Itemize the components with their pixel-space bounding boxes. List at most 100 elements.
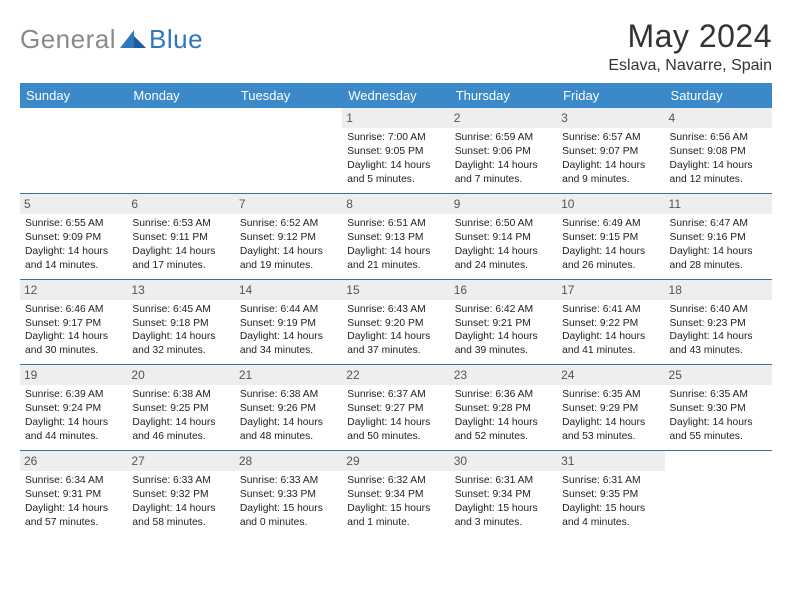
sunset-text: Sunset: 9:31 PM	[25, 488, 122, 502]
sunrise-text: Sunrise: 6:53 AM	[132, 217, 229, 231]
sunrise-text: Sunrise: 6:56 AM	[670, 131, 767, 145]
day1-text: Daylight: 14 hours	[670, 245, 767, 259]
day1-text: Daylight: 14 hours	[240, 416, 337, 430]
day2-text: and 39 minutes.	[455, 344, 552, 358]
day1-text: Daylight: 14 hours	[132, 245, 229, 259]
sunset-text: Sunset: 9:07 PM	[562, 145, 659, 159]
day1-text: Daylight: 14 hours	[562, 416, 659, 430]
day1-text: Daylight: 15 hours	[562, 502, 659, 516]
sunrise-text: Sunrise: 6:47 AM	[670, 217, 767, 231]
calendar-body: 1Sunrise: 7:00 AMSunset: 9:05 PMDaylight…	[20, 108, 772, 536]
day2-text: and 9 minutes.	[562, 173, 659, 187]
sunrise-text: Sunrise: 6:57 AM	[562, 131, 659, 145]
day2-text: and 53 minutes.	[562, 430, 659, 444]
day-number: 9	[450, 194, 557, 214]
day1-text: Daylight: 14 hours	[347, 330, 444, 344]
day1-text: Daylight: 14 hours	[562, 330, 659, 344]
sunset-text: Sunset: 9:23 PM	[670, 317, 767, 331]
day-number: 20	[127, 365, 234, 385]
day1-text: Daylight: 14 hours	[347, 245, 444, 259]
sunset-text: Sunset: 9:19 PM	[240, 317, 337, 331]
day-number: 14	[235, 280, 342, 300]
sunset-text: Sunset: 9:27 PM	[347, 402, 444, 416]
day-number: 27	[127, 451, 234, 471]
day1-text: Daylight: 14 hours	[670, 159, 767, 173]
sunset-text: Sunset: 9:29 PM	[562, 402, 659, 416]
day1-text: Daylight: 14 hours	[455, 245, 552, 259]
day1-text: Daylight: 15 hours	[347, 502, 444, 516]
calendar-cell: 24Sunrise: 6:35 AMSunset: 9:29 PMDayligh…	[557, 365, 664, 451]
day2-text: and 12 minutes.	[670, 173, 767, 187]
calendar-table: SundayMondayTuesdayWednesdayThursdayFrid…	[20, 83, 772, 536]
calendar-cell: 8Sunrise: 6:51 AMSunset: 9:13 PMDaylight…	[342, 193, 449, 279]
sunrise-text: Sunrise: 6:50 AM	[455, 217, 552, 231]
day-number: 31	[557, 451, 664, 471]
day-header: Wednesday	[342, 83, 449, 108]
day-number: 8	[342, 194, 449, 214]
day2-text: and 21 minutes.	[347, 259, 444, 273]
day1-text: Daylight: 14 hours	[670, 330, 767, 344]
day-number: 6	[127, 194, 234, 214]
day2-text: and 44 minutes.	[25, 430, 122, 444]
day-number: 11	[665, 194, 772, 214]
sunset-text: Sunset: 9:17 PM	[25, 317, 122, 331]
calendar-cell: 5Sunrise: 6:55 AMSunset: 9:09 PMDaylight…	[20, 193, 127, 279]
day2-text: and 1 minute.	[347, 516, 444, 530]
sunrise-text: Sunrise: 7:00 AM	[347, 131, 444, 145]
sunrise-text: Sunrise: 6:52 AM	[240, 217, 337, 231]
day-number: 18	[665, 280, 772, 300]
day1-text: Daylight: 14 hours	[240, 245, 337, 259]
day2-text: and 46 minutes.	[132, 430, 229, 444]
day1-text: Daylight: 14 hours	[132, 416, 229, 430]
day-header: Saturday	[665, 83, 772, 108]
day-number: 25	[665, 365, 772, 385]
day-header: Sunday	[20, 83, 127, 108]
calendar-cell: 27Sunrise: 6:33 AMSunset: 9:32 PMDayligh…	[127, 451, 234, 536]
sunset-text: Sunset: 9:24 PM	[25, 402, 122, 416]
title-block: May 2024 Eslava, Navarre, Spain	[608, 18, 772, 75]
day-header: Tuesday	[235, 83, 342, 108]
sunrise-text: Sunrise: 6:31 AM	[562, 474, 659, 488]
day-number: 17	[557, 280, 664, 300]
day1-text: Daylight: 14 hours	[562, 159, 659, 173]
day1-text: Daylight: 14 hours	[455, 159, 552, 173]
calendar-cell: 14 Sunrise: 6:44 AMSunset: 9:19 PMDayligh…	[235, 279, 342, 365]
calendar-row: 12Sunrise: 6:46 AMSunset: 9:17 PMDayligh…	[20, 279, 772, 365]
sunset-text: Sunset: 9:33 PM	[240, 488, 337, 502]
day2-text: and 58 minutes.	[132, 516, 229, 530]
sunrise-text: Sunrise: 6:45 AM	[132, 303, 229, 317]
calendar-cell: 29Sunrise: 6:32 AMSunset: 9:34 PMDayligh…	[342, 451, 449, 536]
day1-text: Daylight: 14 hours	[132, 502, 229, 516]
day2-text: and 5 minutes.	[347, 173, 444, 187]
day2-text: and 7 minutes.	[455, 173, 552, 187]
day2-text: and 14 minutes.	[25, 259, 122, 273]
day1-text: Daylight: 14 hours	[25, 245, 122, 259]
day-number: 16	[450, 280, 557, 300]
day1-text: Daylight: 14 hours	[455, 330, 552, 344]
day1-text: Daylight: 14 hours	[347, 159, 444, 173]
calendar-cell	[20, 108, 127, 193]
day-number: 4	[665, 108, 772, 128]
calendar-cell: 20Sunrise: 6:38 AMSunset: 9:25 PMDayligh…	[127, 365, 234, 451]
sunrise-text: Sunrise: 6:44 AM	[240, 303, 337, 317]
day1-text: Daylight: 15 hours	[240, 502, 337, 516]
calendar-cell: 6Sunrise: 6:53 AMSunset: 9:11 PMDaylight…	[127, 193, 234, 279]
calendar-cell: 11Sunrise: 6:47 AMSunset: 9:16 PMDayligh…	[665, 193, 772, 279]
calendar-cell: 25Sunrise: 6:35 AMSunset: 9:30 PMDayligh…	[665, 365, 772, 451]
day2-text: and 28 minutes.	[670, 259, 767, 273]
sunrise-text: Sunrise: 6:31 AM	[455, 474, 552, 488]
day2-text: and 48 minutes.	[240, 430, 337, 444]
calendar-cell: 16Sunrise: 6:42 AMSunset: 9:21 PMDayligh…	[450, 279, 557, 365]
calendar-cell	[665, 451, 772, 536]
sunrise-text: Sunrise: 6:38 AM	[132, 388, 229, 402]
day2-text: and 50 minutes.	[347, 430, 444, 444]
sunset-text: Sunset: 9:14 PM	[455, 231, 552, 245]
calendar-cell: 30Sunrise: 6:31 AMSunset: 9:34 PMDayligh…	[450, 451, 557, 536]
sunset-text: Sunset: 9:30 PM	[670, 402, 767, 416]
day2-text: and 52 minutes.	[455, 430, 552, 444]
day-number: 10	[557, 194, 664, 214]
brand-logo: General Blue	[20, 24, 203, 55]
day1-text: Daylight: 14 hours	[240, 330, 337, 344]
sunrise-text: Sunrise: 6:34 AM	[25, 474, 122, 488]
calendar-cell: 17Sunrise: 6:41 AMSunset: 9:22 PMDayligh…	[557, 279, 664, 365]
